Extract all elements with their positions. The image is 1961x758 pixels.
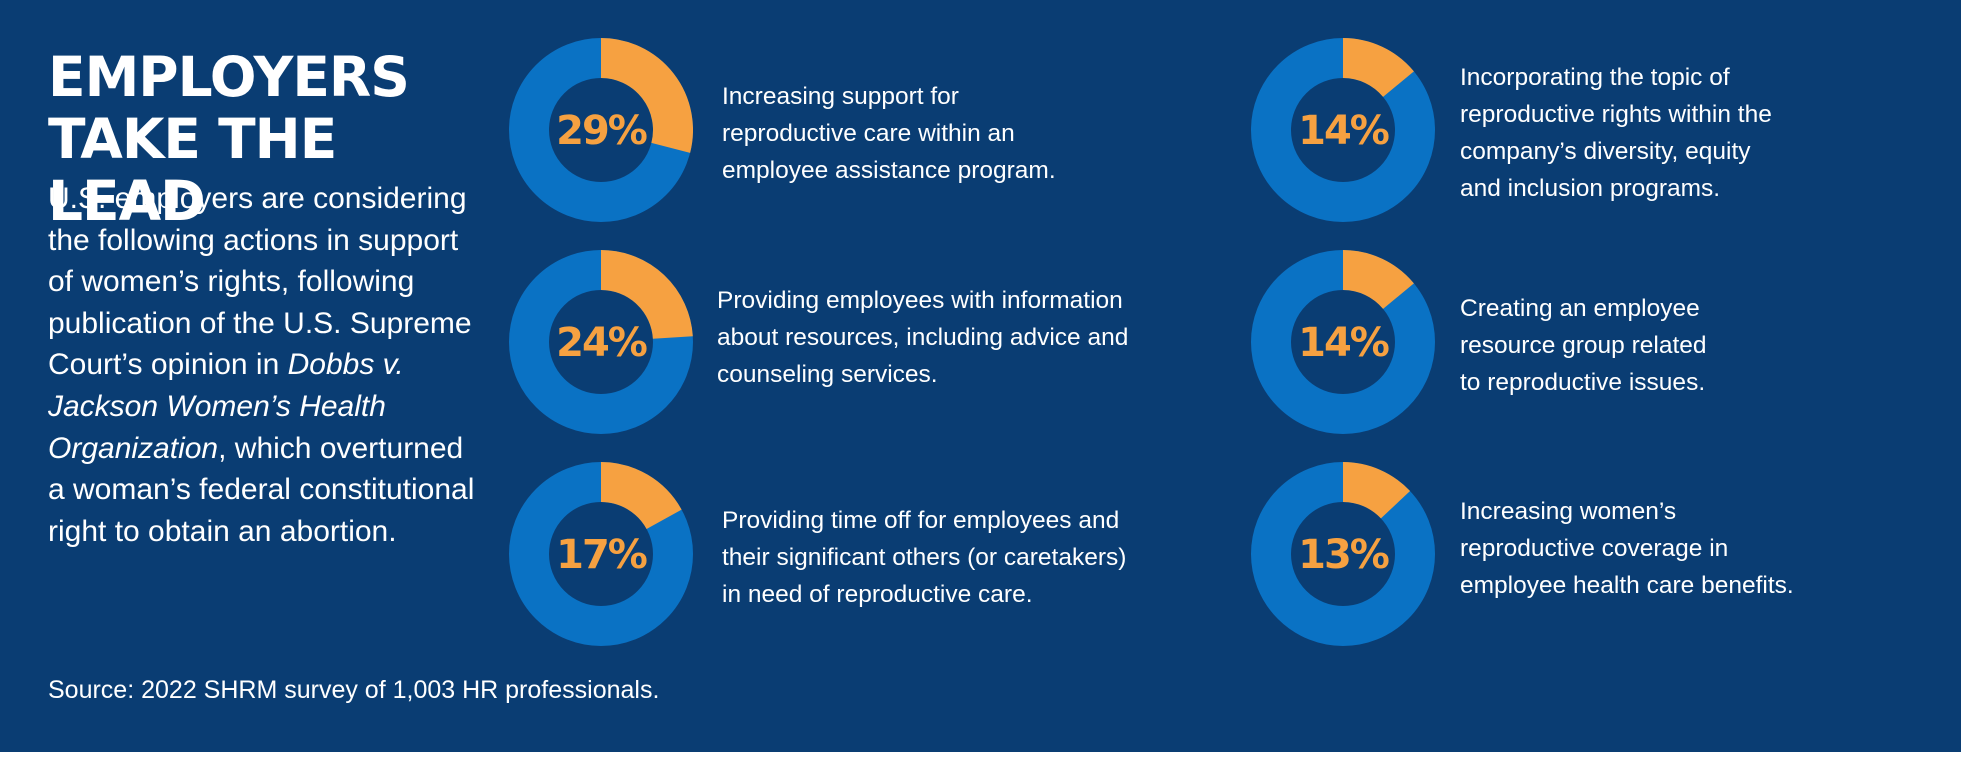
description-line: reproductive coverage in <box>1460 535 1729 562</box>
donut-chart-2: 24% <box>509 250 693 434</box>
description-line: and inclusion programs. <box>1460 175 1721 202</box>
donut-slice <box>1342 250 1414 310</box>
description-line: reproductive rights within the <box>1460 101 1772 128</box>
donut-value-label: 17% <box>556 532 647 578</box>
donut-chart-3: 17% <box>509 462 693 646</box>
item-description-2: Providing employees with information abo… <box>717 282 1128 393</box>
donut-value-label: 24% <box>556 320 647 366</box>
donut-chart-6: 13% <box>1251 462 1435 646</box>
donut-slice <box>1342 38 1414 98</box>
description-line: Providing employees with information <box>717 287 1123 314</box>
donut-chart-5: 14% <box>1251 250 1435 434</box>
donut-value-label: 13% <box>1298 532 1389 578</box>
description-line: counseling services. <box>717 361 938 388</box>
donut-chart-1: 29% <box>509 38 693 222</box>
title-line-2: TAKE THE LEAD <box>48 107 337 233</box>
item-description-4: Incorporating the topic of reproductive … <box>1460 59 1772 207</box>
description-line: Incorporating the topic of <box>1460 64 1730 91</box>
description-line: reproductive care within an <box>722 120 1015 147</box>
donut-chart-4: 14% <box>1251 38 1435 222</box>
donut-value-label: 14% <box>1298 108 1389 154</box>
donut-slice <box>600 462 682 530</box>
donut-value-label: 14% <box>1298 320 1389 366</box>
donut-slice <box>600 250 693 340</box>
description-line: in need of reproductive care. <box>722 581 1033 608</box>
intro-paragraph: U.S. employers are considering the follo… <box>48 178 478 552</box>
description-line: employee health care benefits. <box>1460 572 1794 599</box>
infographic-title: EMPLOYERS TAKE THE LEAD <box>48 46 488 232</box>
item-description-3: Providing time off for employees and the… <box>722 502 1126 613</box>
description-line: about resources, including advice and <box>717 324 1129 351</box>
item-description-1: Increasing support for reproductive care… <box>722 78 1056 189</box>
donut-slice <box>1342 462 1411 520</box>
description-line: Creating an employee <box>1460 295 1700 322</box>
intro-text-end: , which overturned a woman’s federal con… <box>48 431 475 548</box>
donut-value-label: 29% <box>556 108 647 154</box>
description-line: Providing time off for employees and <box>722 507 1120 534</box>
description-line: Increasing support for <box>722 83 959 110</box>
description-line: to reproductive issues. <box>1460 369 1706 396</box>
description-line: company’s diversity, equity <box>1460 138 1751 165</box>
description-line: employee assistance program. <box>722 157 1056 184</box>
source-note: Source: 2022 SHRM survey of 1,003 HR pro… <box>48 676 660 704</box>
item-description-6: Increasing women’s reproductive coverage… <box>1460 493 1794 604</box>
donut-slice <box>600 38 693 153</box>
title-line-1: EMPLOYERS <box>48 45 410 109</box>
description-line: resource group related <box>1460 332 1707 359</box>
description-line: Increasing women’s <box>1460 498 1677 525</box>
intro-text-start: U.S. employers are considering the follo… <box>48 182 472 382</box>
case-name: Dobbs v. Jackson Women’s Health Organiza… <box>48 348 404 465</box>
item-description-5: Creating an employee resource group rela… <box>1460 290 1707 401</box>
description-line: their significant others (or caretakers) <box>722 544 1127 571</box>
